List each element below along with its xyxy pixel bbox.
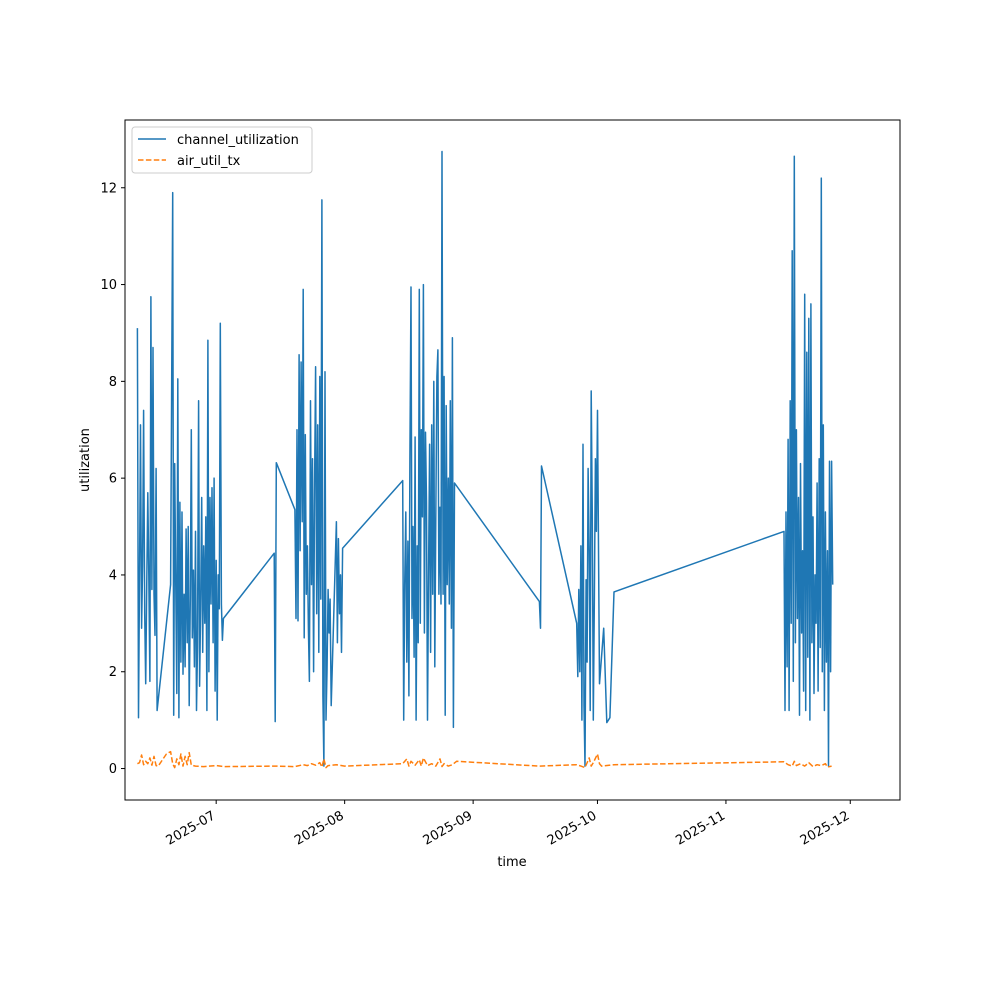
y-tick-label: 12: [100, 181, 117, 196]
plot-area: [136, 150, 834, 769]
y-axis-title: utilization: [78, 428, 93, 492]
plot-frame: [124, 119, 901, 801]
legend-label-channel-utilization: channel_utilization: [177, 133, 299, 148]
legend: channel_utilization air_util_tx: [131, 126, 313, 174]
y-tick-label: 8: [109, 375, 117, 390]
y-tick-label: 0: [109, 762, 117, 777]
y-axis: 0 2 4 6 8 10 12: [100, 181, 125, 777]
series-line-channel-utilization: [136, 150, 834, 767]
legend-label-air-util-tx: air_util_tx: [177, 154, 241, 169]
y-tick-label: 6: [109, 472, 117, 487]
y-tick-label: 4: [109, 568, 117, 583]
y-tick-label: 2: [109, 665, 117, 680]
series-line-air-util-tx: [137, 750, 832, 769]
legend-box: [131, 126, 313, 174]
x-axis-title: time: [497, 855, 526, 870]
y-tick-label: 10: [100, 278, 117, 293]
